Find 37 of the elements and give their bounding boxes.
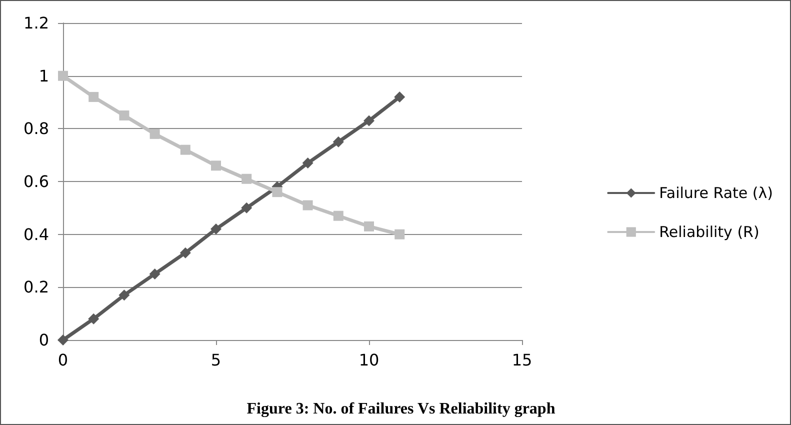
point — [58, 70, 68, 81]
y-tick-label: 0.6 — [24, 172, 49, 191]
point — [180, 144, 190, 155]
point — [88, 313, 100, 324]
point — [241, 202, 252, 214]
legend-label: Reliability (R) — [659, 223, 760, 241]
point — [58, 334, 68, 346]
y-tick-label: 1.2 — [24, 14, 49, 32]
y-tick-label: 0.4 — [24, 224, 49, 244]
point — [150, 128, 160, 139]
y-tick-label: 0.8 — [24, 119, 49, 138]
y-tick-label: 0.2 — [24, 278, 49, 297]
x-tick-label: 5 — [210, 350, 222, 370]
point — [333, 210, 344, 221]
point — [394, 229, 405, 240]
point — [149, 268, 160, 280]
point — [118, 290, 130, 301]
x-tick-label: 15 — [512, 350, 532, 370]
y-tick-label: 0 — [38, 330, 49, 350]
point — [119, 110, 130, 120]
point — [210, 224, 222, 235]
point — [242, 174, 252, 184]
point — [302, 200, 313, 210]
point — [364, 221, 374, 232]
x-tick-label: 0 — [58, 350, 68, 370]
point — [364, 115, 374, 126]
point — [180, 247, 191, 258]
x-tick-label: 10 — [358, 350, 380, 370]
point — [88, 92, 99, 102]
legend-label: Failure Rate (λ) — [659, 184, 774, 202]
y-tick-label: 1 — [38, 66, 49, 86]
point — [302, 158, 314, 169]
point — [394, 91, 406, 102]
text: Figure 3: No. of Failures Vs Reliability graph — [246, 400, 556, 418]
point — [272, 187, 282, 198]
point — [211, 160, 221, 171]
point — [332, 136, 344, 148]
